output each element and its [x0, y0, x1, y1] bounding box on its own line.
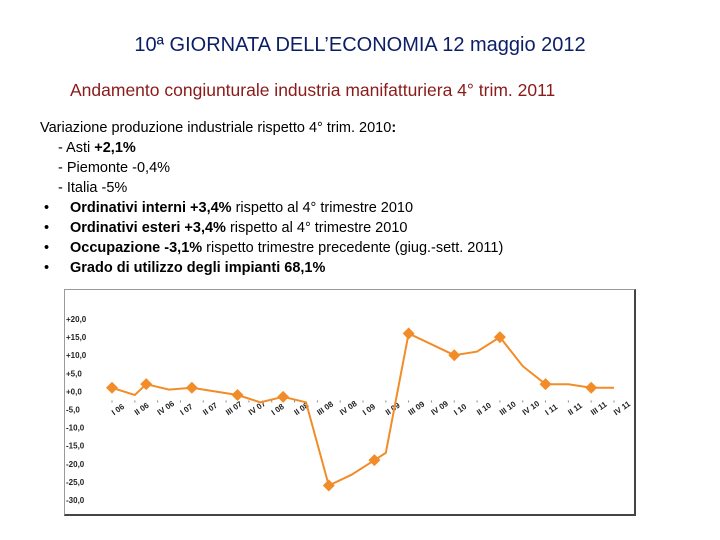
- data-point: [322, 479, 335, 492]
- bullet-dot: •: [44, 220, 50, 236]
- data-point: [185, 381, 198, 394]
- x-tick-label: IV 11: [612, 399, 633, 417]
- y-tick-label: +0,0: [66, 387, 82, 396]
- data-point: [448, 349, 461, 362]
- data-point: [277, 390, 290, 403]
- x-tick-label: IV 10: [521, 399, 542, 417]
- intro-line: Variazione produzione industriale rispet…: [40, 118, 503, 138]
- bullet-bold: Occupazione -3,1%: [70, 240, 203, 256]
- x-tick-label: IV 08: [338, 399, 359, 417]
- y-tick-label: -25,0: [66, 478, 85, 487]
- x-tick-label: III 07: [224, 399, 244, 417]
- x-tick-label: III 08: [315, 399, 335, 417]
- x-tick-label: IV 06: [156, 399, 177, 417]
- x-tick-label: III 10: [498, 399, 518, 417]
- sub-item-label: - Italia -5%: [58, 180, 128, 196]
- x-tick-label: I 11: [544, 402, 560, 417]
- data-point: [493, 331, 506, 344]
- intro-bold: Variazione produzione industriale: [40, 120, 254, 136]
- x-tick-label: I 06: [110, 402, 127, 417]
- sub-item-piemonte: - Piemonte -0,4%: [40, 158, 503, 178]
- y-tick-label: +15,0: [66, 333, 87, 342]
- page-title: 10ª GIORNATA DELL’ECONOMIA 12 maggio 201…: [134, 34, 586, 56]
- sub-item-label: - Asti: [58, 140, 95, 156]
- bullet-dot: •: [44, 200, 50, 216]
- page-subtitle: Andamento congiunturale industria manifa…: [70, 80, 556, 100]
- x-tick-label: III 09: [407, 399, 427, 417]
- x-tick-label: I 08: [270, 402, 287, 417]
- bullet-ordinativi-interni: • Ordinativi interni +3,4% rispetto al 4…: [40, 198, 503, 218]
- summary-text: Variazione produzione industriale rispet…: [40, 118, 503, 278]
- bullet-bold: Grado di utilizzo degli impianti 68,1%: [70, 260, 326, 276]
- sub-item-value: +2,1%: [94, 140, 136, 156]
- y-tick-label: +10,0: [66, 351, 87, 360]
- data-point: [231, 389, 244, 402]
- data-point: [539, 378, 552, 391]
- bullet-dot: •: [44, 240, 50, 256]
- x-tick-label: II 11: [566, 401, 584, 417]
- y-tick-label: -20,0: [66, 460, 85, 469]
- x-tick-label: III 11: [589, 399, 609, 417]
- y-tick-label: -15,0: [66, 442, 85, 451]
- x-tick-label: II 10: [475, 401, 493, 418]
- x-tick-label: I 10: [452, 402, 469, 417]
- intro-colon: :: [391, 120, 397, 136]
- bullet-rest: rispetto al 4° trimestre 2010: [231, 200, 414, 216]
- sub-item-label: - Piemonte -0,4%: [58, 160, 171, 176]
- x-tick-label: I 07: [178, 402, 195, 417]
- y-tick-label: -5,0: [66, 406, 80, 415]
- bullet-rest: rispetto al 4° trimestre 2010: [225, 220, 408, 236]
- x-tick-label: II 06: [133, 401, 151, 418]
- data-point: [140, 378, 153, 391]
- data-point: [402, 327, 415, 340]
- bullet-grado-utilizzo: • Grado di utilizzo degli impianti 68,1%: [40, 258, 503, 278]
- x-tick-label: I 09: [361, 402, 378, 417]
- sub-item-asti: - Asti +2,1%: [40, 138, 503, 158]
- bullet-occupazione: • Occupazione -3,1% rispetto trimestre p…: [40, 238, 503, 258]
- y-tick-label: -30,0: [66, 496, 85, 505]
- y-tick-label: +5,0: [66, 369, 82, 378]
- bullet-bold: Ordinativi esteri +3,4%: [70, 220, 226, 236]
- intro-rest: rispetto 4° trim. 2010: [253, 120, 392, 136]
- bullet-dot: •: [44, 260, 50, 276]
- y-tick-label: -10,0: [66, 424, 85, 433]
- data-point: [368, 454, 381, 467]
- chart-frame: [64, 289, 636, 516]
- sub-item-italia: - Italia -5%: [40, 178, 503, 198]
- production-chart: +20,0 +15,0 +10,0 +5,0 +0,0 -5,0 -10,0 -15,0 -20…: [66, 315, 633, 505]
- bullet-bold: Ordinativi interni +3,4%: [70, 200, 232, 216]
- bullet-ordinativi-esteri: • Ordinativi esteri +3,4% rispetto al 4°…: [40, 218, 503, 238]
- bullet-rest: rispetto trimestre precedente (giug.-set…: [202, 240, 504, 256]
- x-tick-label: IV 09: [429, 399, 450, 417]
- data-point: [106, 381, 118, 394]
- data-point: [585, 381, 598, 394]
- x-tick-label: II 07: [201, 401, 219, 418]
- y-tick-label: +20,0: [66, 315, 87, 324]
